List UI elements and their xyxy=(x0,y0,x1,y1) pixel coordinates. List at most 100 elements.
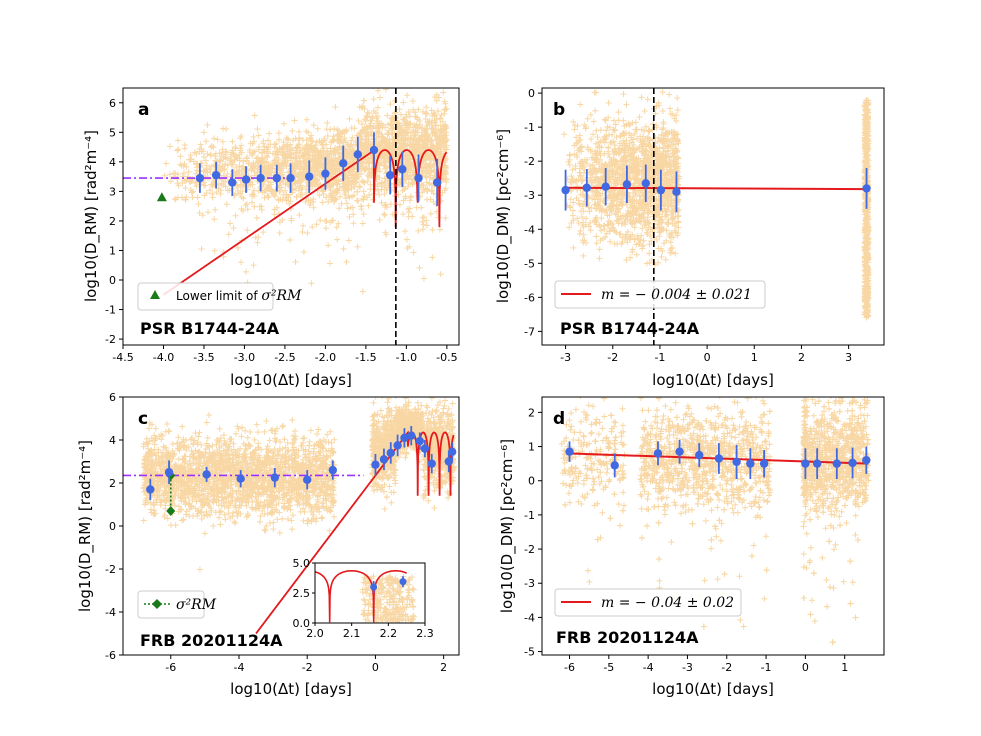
scatter-point xyxy=(674,147,681,154)
scatter-point xyxy=(313,139,320,146)
scatter-point xyxy=(585,204,592,211)
x-tick-label: -3.5 xyxy=(193,351,214,364)
scatter-point xyxy=(333,189,340,196)
scatter-point xyxy=(247,140,254,147)
scatter-point xyxy=(659,138,666,145)
scatter-point xyxy=(572,163,579,170)
scatter-point xyxy=(636,169,643,176)
scatter-point xyxy=(575,176,582,183)
scatter-point xyxy=(364,156,371,163)
scatter-point xyxy=(238,133,245,140)
scatter-point xyxy=(356,104,363,111)
scatter-point xyxy=(191,149,198,156)
scatter-point xyxy=(319,187,326,194)
scatter-point xyxy=(423,217,430,224)
scatter-point xyxy=(342,195,349,202)
scatter-point xyxy=(667,162,674,169)
scatter-point xyxy=(423,110,430,117)
scatter-point xyxy=(629,248,636,255)
scatter-point xyxy=(335,136,342,143)
scatter-point xyxy=(308,280,315,287)
scatter-point xyxy=(362,117,369,124)
scatter-point xyxy=(366,123,373,130)
scatter-point xyxy=(414,116,421,123)
scatter-point xyxy=(193,183,200,190)
scatter-point xyxy=(664,144,671,151)
scatter-point xyxy=(313,159,320,166)
scatter-point xyxy=(638,94,645,101)
scatter-point xyxy=(865,290,872,297)
scatter-point xyxy=(864,301,871,308)
scatter-point xyxy=(196,145,203,152)
scatter-point xyxy=(366,166,373,173)
scatter-point xyxy=(629,119,636,126)
scatter-point xyxy=(674,135,681,142)
scatter-point xyxy=(426,169,433,176)
scatter-point xyxy=(864,253,871,260)
scatter-point xyxy=(662,256,669,263)
scatter-point xyxy=(181,145,188,152)
scatter-point xyxy=(334,146,341,153)
binned-marker xyxy=(321,169,330,178)
scatter-point xyxy=(406,243,413,250)
scatter-point xyxy=(333,180,340,187)
scatter-point xyxy=(366,191,373,198)
scatter-point xyxy=(590,118,597,125)
scatter-point xyxy=(645,134,652,141)
scatter-point xyxy=(251,187,258,194)
scatter-point xyxy=(370,96,377,103)
scatter-point xyxy=(614,213,621,220)
scatter-point xyxy=(247,182,254,189)
scatter-point xyxy=(343,258,350,265)
scatter-point xyxy=(382,201,389,208)
scatter-point xyxy=(607,139,614,146)
scatter-point xyxy=(406,155,413,162)
scatter-point xyxy=(596,143,603,150)
scatter-point xyxy=(608,200,615,207)
scatter-point xyxy=(238,259,245,266)
scatter-point xyxy=(629,231,636,238)
panel-a: -4.5 -4.0 -3.5 -3.0 -2.5 -2.0 -1.5 -1.0 -0.5-2-1… xyxy=(82,87,460,389)
scatter-point xyxy=(398,141,405,148)
scatter-point xyxy=(384,184,391,191)
scatter-point xyxy=(656,217,663,224)
scatter-point xyxy=(219,149,226,156)
scatter-point xyxy=(654,156,661,163)
scatter-point xyxy=(311,164,318,171)
scatter-point xyxy=(433,143,440,150)
scatter-point xyxy=(407,197,414,204)
scatter-point xyxy=(216,163,223,170)
scatter-point xyxy=(580,200,587,207)
y-tick-label: 5 xyxy=(109,126,116,139)
scatter-point xyxy=(662,131,669,138)
scatter-point xyxy=(333,166,340,173)
scatter-point xyxy=(372,109,379,116)
scatter-point xyxy=(617,198,624,205)
scatter-point xyxy=(621,140,628,147)
scatter-point xyxy=(244,206,251,213)
scatter-point xyxy=(255,158,262,165)
scatter-point xyxy=(432,122,439,129)
scatter-point xyxy=(619,156,626,163)
scatter-point xyxy=(296,212,303,219)
scatter-point xyxy=(630,146,637,153)
scatter-point xyxy=(616,189,623,196)
scatter-point xyxy=(595,139,602,146)
scatter-point xyxy=(239,207,246,214)
scatter-point xyxy=(645,128,652,135)
scatter-point xyxy=(250,262,257,269)
scatter-point xyxy=(623,231,630,238)
scatter-point xyxy=(568,173,575,180)
scatter-point xyxy=(198,159,205,166)
scatter-point xyxy=(569,176,576,183)
scatter-point xyxy=(623,101,630,108)
scatter-point xyxy=(605,148,612,155)
scatter-point xyxy=(641,108,648,115)
scatter-point xyxy=(182,177,189,184)
scatter-point xyxy=(192,170,199,177)
scatter-point xyxy=(314,181,321,188)
scatter-point xyxy=(276,230,283,237)
scatter-point xyxy=(421,136,428,143)
scatter-point xyxy=(862,157,869,164)
scatter-point xyxy=(360,178,367,185)
